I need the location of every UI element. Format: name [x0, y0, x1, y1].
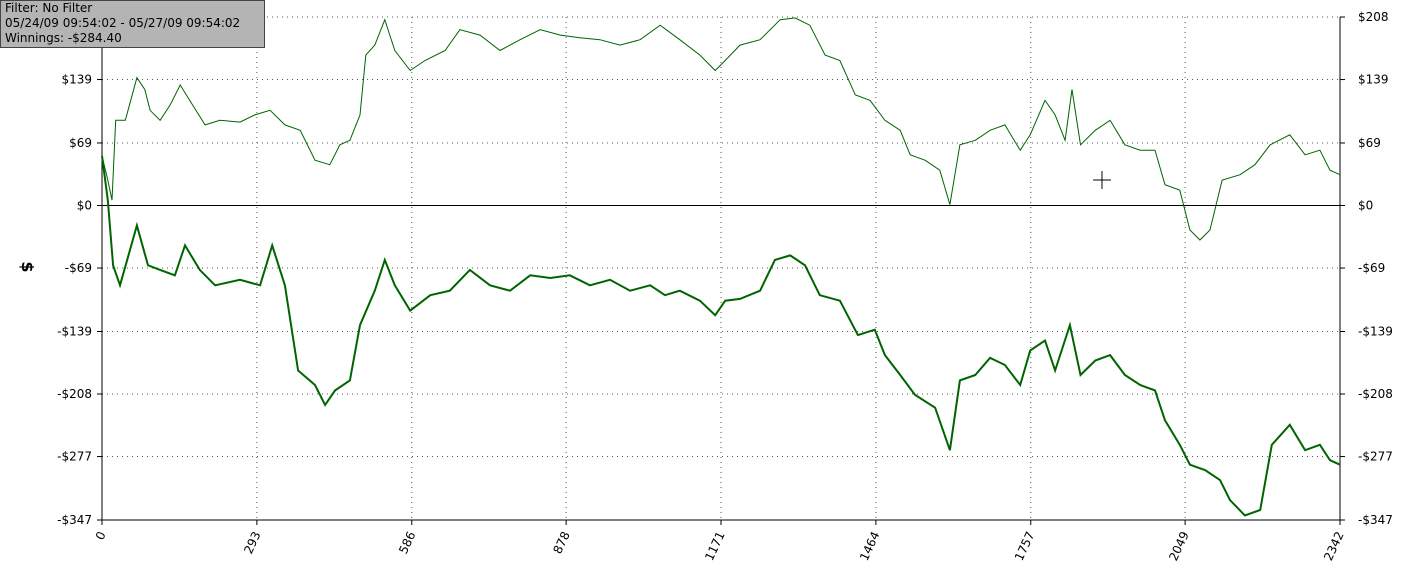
y2-tick-label: -$208 — [1358, 387, 1393, 401]
x-tick-label: 2342 — [1321, 529, 1347, 563]
x-tick-label: 878 — [550, 529, 572, 556]
plot-area: $208$208$139$139$69$69$0$0-$69-$69-$139-… — [57, 10, 1393, 563]
y-tick-label: -$277 — [57, 450, 92, 464]
x-tick-label: 1757 — [1012, 529, 1038, 563]
series-line — [101, 155, 1341, 517]
x-tick-label: 1464 — [857, 529, 883, 563]
y2-tick-label: -$347 — [1358, 513, 1393, 527]
x-tick-label: 293 — [241, 529, 263, 556]
y2-tick-label: -$277 — [1358, 450, 1393, 464]
y-axis-label: $ — [18, 261, 37, 272]
y2-tick-label: $139 — [1358, 73, 1389, 87]
y-tick-label: $139 — [61, 73, 92, 87]
y-tick-label: -$139 — [57, 324, 92, 338]
info-filter: Filter: No Filter — [5, 1, 92, 15]
y-tick-label: -$69 — [65, 261, 92, 275]
y2-tick-label: $208 — [1358, 10, 1389, 24]
y2-tick-label: $69 — [1358, 136, 1381, 150]
x-tick-label: 586 — [396, 529, 418, 556]
info-range: 05/24/09 09:54:02 - 05/27/09 09:54:02 — [5, 16, 240, 30]
y-tick-label: $0 — [77, 199, 92, 213]
info-box: Filter: No Filter 05/24/09 09:54:02 - 05… — [0, 0, 265, 48]
info-background — [0, 0, 265, 48]
info-winnings: Winnings: -$284.40 — [5, 31, 122, 45]
y2-tick-label: -$139 — [1358, 324, 1393, 338]
series-line — [101, 17, 1341, 241]
y-tick-label: -$208 — [57, 387, 92, 401]
x-tick-label: 2049 — [1166, 529, 1192, 563]
y-tick-label: $69 — [69, 136, 92, 150]
crosshair — [1093, 171, 1111, 189]
x-tick-label: 1171 — [702, 529, 728, 563]
y-tick-label: -$347 — [57, 513, 92, 527]
x-tick-label: 0 — [93, 529, 109, 542]
y2-tick-label: -$69 — [1358, 261, 1385, 275]
y2-tick-label: $0 — [1358, 199, 1373, 213]
